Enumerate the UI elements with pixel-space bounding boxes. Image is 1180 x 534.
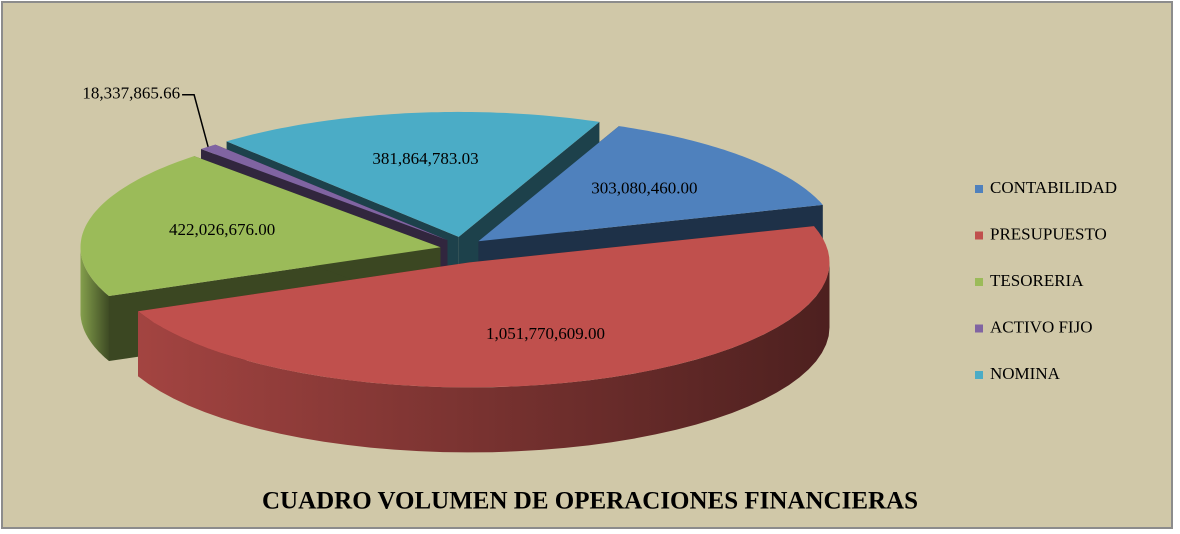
slice bbox=[138, 226, 830, 453]
slice-side bbox=[138, 262, 830, 453]
legend-swatch bbox=[975, 371, 983, 379]
slice bbox=[201, 144, 448, 241]
leader-line bbox=[182, 94, 209, 147]
legend-label: PRESUPUESTO bbox=[990, 224, 1107, 243]
data-label: 381,864,783.03 bbox=[372, 149, 478, 168]
slice-side bbox=[80, 247, 109, 361]
data-label: 1,051,770,609.00 bbox=[486, 324, 605, 343]
slice bbox=[80, 156, 441, 296]
legend-label: NOMINA bbox=[990, 364, 1061, 383]
legend-label: ACTIVO FIJO bbox=[990, 317, 1092, 336]
legend-swatch bbox=[975, 231, 983, 240]
chart-title: CUADRO VOLUMEN DE OPERACIONES FINANCIERA… bbox=[262, 488, 918, 515]
legend-swatch bbox=[975, 324, 983, 333]
legend-swatch bbox=[975, 185, 983, 193]
data-label: 303,080,460.00 bbox=[591, 178, 697, 197]
data-label: 18,337,865.66 bbox=[82, 84, 180, 103]
slice bbox=[138, 226, 830, 388]
slice bbox=[478, 126, 823, 242]
pie bbox=[80, 111, 830, 453]
legend-label: CONTABILIDAD bbox=[990, 178, 1117, 197]
slice bbox=[226, 111, 600, 237]
legend-swatch bbox=[975, 278, 983, 286]
legend-label: TESORERIA bbox=[990, 271, 1084, 290]
data-label: 422,026,676.00 bbox=[169, 220, 275, 239]
